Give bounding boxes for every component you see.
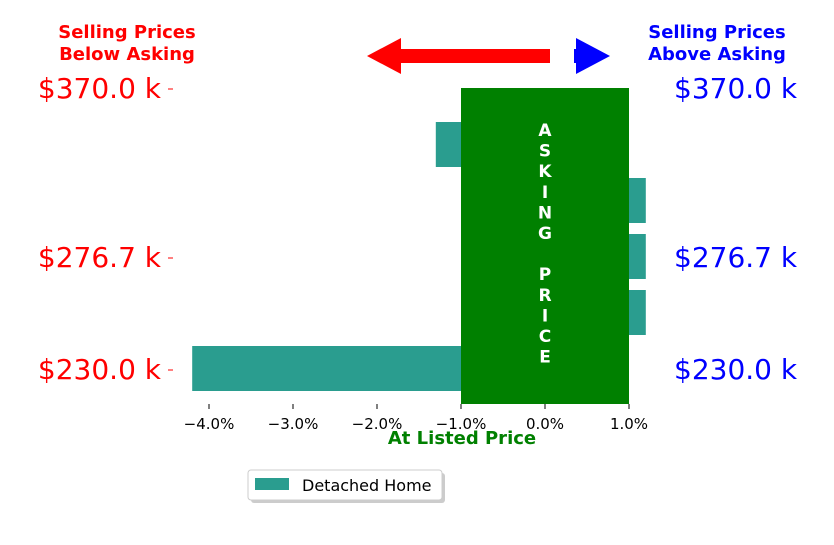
x-tick-label: 0.0%	[526, 415, 564, 433]
legend-swatch	[255, 478, 289, 490]
legend: Detached Home	[247, 469, 445, 503]
y-tick-label-left: $230.0 k	[38, 353, 162, 386]
above-asking-title-line2: Above Asking	[648, 44, 786, 65]
x-tick-label: −4.0%	[184, 415, 235, 433]
right-arrow-icon	[574, 38, 610, 74]
below-asking-title-line1: Selling Prices	[58, 22, 195, 43]
asking-price-letter: K	[538, 162, 552, 182]
asking-price-letter: E	[539, 348, 551, 368]
y-tick-label-left: $370.0 k	[38, 72, 162, 105]
y-axis-right: $370.0 k $276.7 k $230.0 k	[674, 72, 798, 386]
y-tick-label-right: $230.0 k	[674, 353, 798, 386]
left-arrow-icon	[367, 38, 550, 74]
asking-price-letter: P	[539, 265, 551, 285]
asking-price-letter: R	[538, 286, 551, 306]
asking-price-letter: A	[538, 121, 552, 141]
legend-label: Detached Home	[302, 476, 432, 495]
x-axis: −4.0% −3.0% −2.0% −1.0% 0.0% 1.0%	[184, 404, 648, 433]
y-tick-label-left: $276.7 k	[38, 241, 162, 274]
asking-price-letter: N	[538, 203, 552, 223]
asking-price-band	[461, 88, 629, 404]
asking-price-letter: G	[538, 224, 552, 244]
y-tick-label-right: $276.7 k	[674, 241, 798, 274]
below-asking-title-line2: Below Asking	[59, 44, 195, 65]
y-axis-left: $370.0 k $276.7 k $230.0 k	[38, 72, 173, 386]
asking-price-letter: I	[542, 306, 548, 326]
at-listed-price-label: At Listed Price	[388, 428, 536, 449]
asking-price-letter: S	[539, 142, 551, 162]
asking-price-letter: I	[542, 183, 548, 203]
above-asking-title-line1: Selling Prices	[648, 22, 785, 43]
asking-price-letter: C	[539, 327, 551, 347]
x-tick-label: 1.0%	[610, 415, 648, 433]
x-tick-label: −3.0%	[268, 415, 319, 433]
x-tick-label: −1.0%	[436, 415, 487, 433]
y-tick-label-right: $370.0 k	[674, 72, 798, 105]
x-tick-label: −2.0%	[352, 415, 403, 433]
